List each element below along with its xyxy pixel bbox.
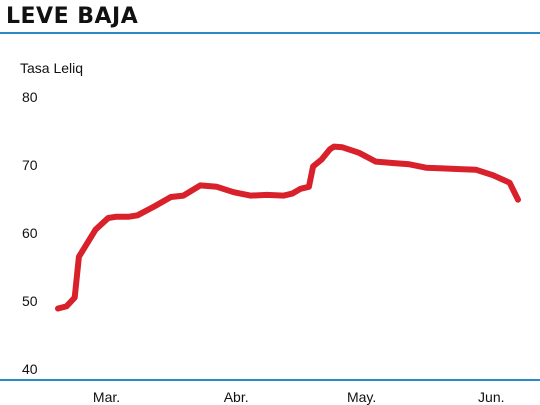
y-axis-label: Tasa Leliq [20,60,84,76]
x-tick-label: May. [347,389,376,405]
chart-header: LEVE BAJA [0,0,540,34]
y-tick-labels: 40 50 60 70 80 [22,89,38,377]
y-tick-label: 80 [22,89,38,105]
x-tick-label: Jun. [478,389,504,405]
x-tick-label: Abr. [224,389,249,405]
x-tick-labels: Mar. Abr. May. Jun. [93,389,505,405]
chart-title: LEVE BAJA [6,4,139,29]
y-tick-label: 60 [22,225,38,241]
series-line [55,143,521,312]
x-tick-label: Mar. [93,389,120,405]
y-tick-label: 50 [22,293,38,309]
y-tick-label: 40 [22,361,38,377]
y-tick-label: 70 [22,157,38,173]
